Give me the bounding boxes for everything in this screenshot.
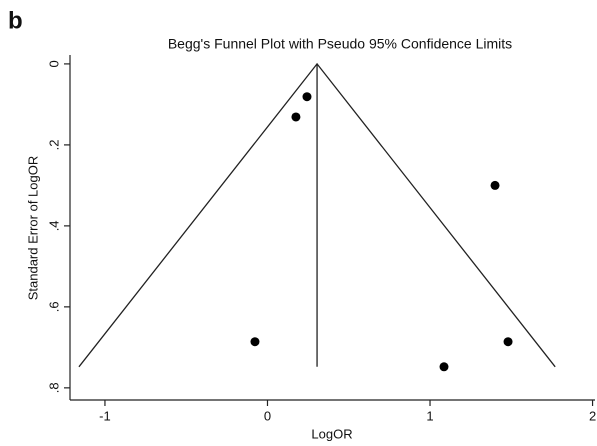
point [302,92,312,102]
x-tick-label: 0 [264,408,271,423]
panel-label: b [8,7,23,34]
point [250,337,260,347]
point [439,362,449,372]
x-tick-label: 1 [426,408,433,423]
x-axis-label: LogOR [311,426,352,441]
point [503,337,513,347]
y-tick-label: .2 [46,139,61,150]
point [291,112,301,122]
y-tick-label: .8 [46,382,61,393]
chart-title: Begg's Funnel Plot with Pseudo 95% Confi… [168,36,512,52]
point [490,180,500,190]
y-tick-label: .6 [46,301,61,312]
y-tick-label: .4 [46,220,61,231]
y-tick-label: 0 [46,60,61,67]
x-tick-label: 2 [589,408,596,423]
y-axis-label: Standard Error of LogOR [25,156,40,301]
x-tick-label: -1 [99,408,111,423]
